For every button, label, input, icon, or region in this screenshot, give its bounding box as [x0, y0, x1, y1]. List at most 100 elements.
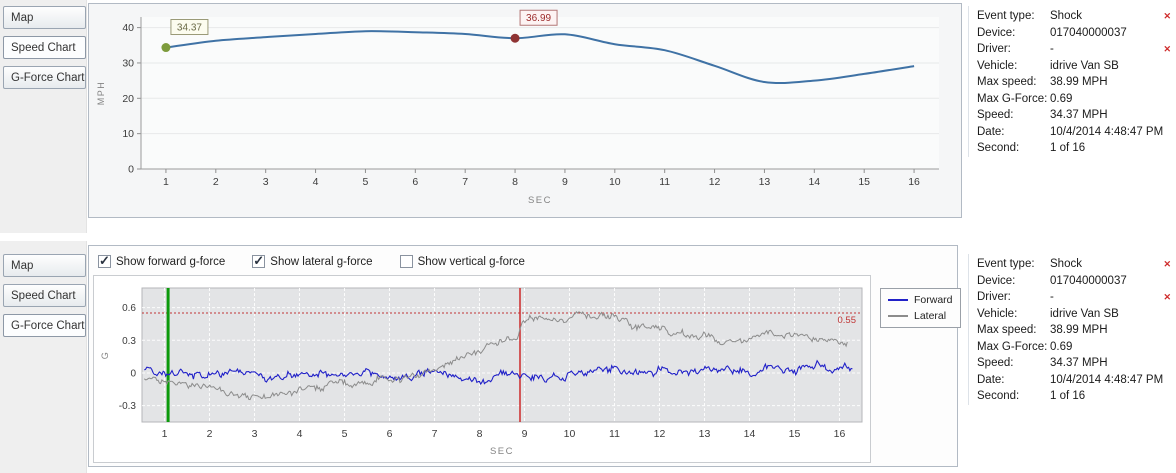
y-tick-label: 20: [122, 93, 134, 105]
y-tick-label: -0.3: [119, 401, 137, 412]
x-tick-label: 10: [609, 176, 621, 188]
speed-chart-container: 0 10 20 30 40 1 2 3 4 5 6 7 8 9 10 11 12 13 14 15 16 SEC MPH 34…: [88, 3, 962, 218]
info-row-speed: Speed: 34.37 MPH: [977, 107, 1174, 124]
info-field-value: -: [1050, 291, 1054, 303]
x-tick-label: 6: [412, 176, 418, 188]
checkbox-icon[interactable]: [98, 253, 111, 269]
forward-gforce-line: [144, 359, 853, 386]
info-row-vehicle: Vehicle: idrive Van SB: [977, 306, 1174, 323]
x-tick-label: 1: [162, 428, 168, 440]
x-tick-label: 8: [512, 176, 518, 188]
x-tick-label: 2: [213, 176, 219, 188]
x-tick-label: 16: [834, 428, 846, 440]
y-axis-title: G: [100, 351, 110, 360]
tab-strip-background: [0, 241, 87, 473]
info-field-label: Vehicle:: [977, 307, 1018, 320]
legend-label: Forward: [914, 294, 953, 306]
info-field-value: 1 of 16: [1050, 142, 1086, 154]
gforce-chart: 1 2 3 4 5 6 7 8 9 10 11 12 13 14 15 16-0.300.30.60.55SE…: [100, 287, 863, 457]
x-axis-title: SEC: [490, 446, 514, 457]
y-axis-title: MPH: [96, 81, 106, 106]
tab-g-force-chart[interactable]: G-Force Chart: [3, 314, 86, 337]
info-field-label: Driver:: [977, 43, 1011, 55]
info-field-label: Date:: [977, 125, 1005, 138]
tab-map[interactable]: Map: [3, 6, 86, 29]
info-row-max-speed: Max speed: 38.99 MPH: [977, 74, 1174, 91]
info-field-value: 017040000037: [1050, 274, 1127, 287]
info-field-label: Event type:: [977, 10, 1035, 22]
info-row-date: Date: 10/4/2014 4:48:47 PM: [977, 372, 1174, 389]
tab-label: Map: [11, 259, 34, 272]
checkbox-icon[interactable]: [252, 253, 266, 269]
y-tick-label: 30: [122, 57, 134, 69]
x-tick-label: 11: [609, 428, 620, 440]
tab-speed-chart[interactable]: Speed Chart: [3, 36, 86, 59]
x-tick-label: 4: [297, 428, 303, 440]
close-icon[interactable]: ✕: [1163, 292, 1171, 302]
legend-line-swatch: [888, 299, 908, 301]
legend-item-forward: Forward: [888, 294, 953, 306]
x-tick-label: 1: [163, 176, 169, 188]
x-tick-label: 7: [462, 176, 468, 188]
gforce-chart-panel: Map Speed Chart G-Force Chart Show forward…: [0, 241, 1176, 473]
event-info-panel: Event type: Shock ✕ Device: 017040000037 Driv…: [968, 254, 1174, 405]
tab-map[interactable]: Map: [3, 254, 86, 277]
x-tick-label: 9: [562, 176, 568, 188]
info-row-max-g-force: Max G-Force: 0.69: [977, 91, 1174, 108]
close-icon[interactable]: ✕: [1163, 259, 1171, 269]
y-tick-label: 40: [122, 22, 134, 34]
info-field-value: 10/4/2014 4:48:47 PM: [1050, 125, 1164, 138]
close-icon[interactable]: ✕: [1163, 11, 1171, 21]
x-tick-label: 12: [654, 428, 666, 440]
info-row-second: Second: 1 of 16: [977, 140, 1174, 157]
info-field-label: Second:: [977, 390, 1020, 402]
event-marker[interactable]: [510, 33, 520, 43]
tab-speed-chart[interactable]: Speed Chart: [3, 284, 86, 307]
x-tick-label: 10: [564, 428, 576, 440]
x-axis-title: SEC: [528, 195, 552, 206]
y-tick-label: 0: [128, 164, 134, 176]
info-field-label: Vehicle:: [977, 59, 1018, 72]
info-field-label: Date:: [977, 373, 1005, 386]
info-field-value: 38.99 MPH: [1050, 324, 1108, 336]
y-tick-label: 0.6: [122, 303, 136, 314]
tab-label: Speed Chart: [11, 41, 76, 54]
chart-view-tabs: Map Speed Chart G-Force Chart: [3, 6, 86, 96]
info-row-speed: Speed: 34.37 MPH: [977, 355, 1174, 372]
checkbox-icon[interactable]: [399, 255, 413, 268]
tab-label: Map: [11, 11, 34, 24]
checkbox-show-forward-g-force[interactable]: Show forward g-force: [98, 253, 225, 269]
tab-g-force-chart[interactable]: G-Force Chart: [3, 66, 86, 89]
event-marker-callout-label: 36.99: [526, 13, 551, 24]
x-tick-label: 2: [207, 428, 213, 440]
close-icon[interactable]: ✕: [1163, 44, 1171, 54]
x-tick-label: 4: [313, 176, 319, 188]
chart-view-tabs: Map Speed Chart G-Force Chart: [3, 254, 86, 344]
info-field-label: Device:: [977, 274, 1016, 287]
x-tick-label: 14: [808, 176, 820, 188]
info-field-label: Device:: [977, 26, 1016, 39]
info-field-label: Speed:: [977, 357, 1014, 369]
info-field-value: idrive Van SB: [1050, 59, 1119, 72]
info-row-driver: Driver: - ✕: [977, 289, 1174, 306]
x-tick-label: 7: [432, 428, 438, 440]
checkbox-show-lateral-g-force[interactable]: Show lateral g-force: [252, 253, 373, 269]
lateral-gforce-line: [143, 311, 848, 401]
info-field-value: 017040000037: [1050, 26, 1127, 39]
threshold-label: 0.55: [838, 315, 857, 326]
info-field-value: 34.37 MPH: [1050, 109, 1108, 121]
gforce-plot-area: [141, 287, 863, 423]
start-marker[interactable]: [161, 43, 171, 53]
x-tick-label: 16: [908, 176, 920, 188]
info-row-event-type: Event type: Shock ✕: [977, 256, 1174, 273]
info-field-label: Second:: [977, 142, 1020, 154]
x-tick-label: 14: [744, 428, 756, 440]
x-tick-label: 15: [789, 428, 801, 440]
checkbox-show-vertical-g-force[interactable]: Show vertical g-force: [399, 255, 525, 268]
info-row-device: Device: 017040000037: [977, 273, 1174, 290]
info-row-driver: Driver: - ✕: [977, 41, 1174, 58]
checkbox-label: Show vertical g-force: [417, 255, 525, 268]
tab-label: G-Force Chart: [11, 319, 85, 332]
